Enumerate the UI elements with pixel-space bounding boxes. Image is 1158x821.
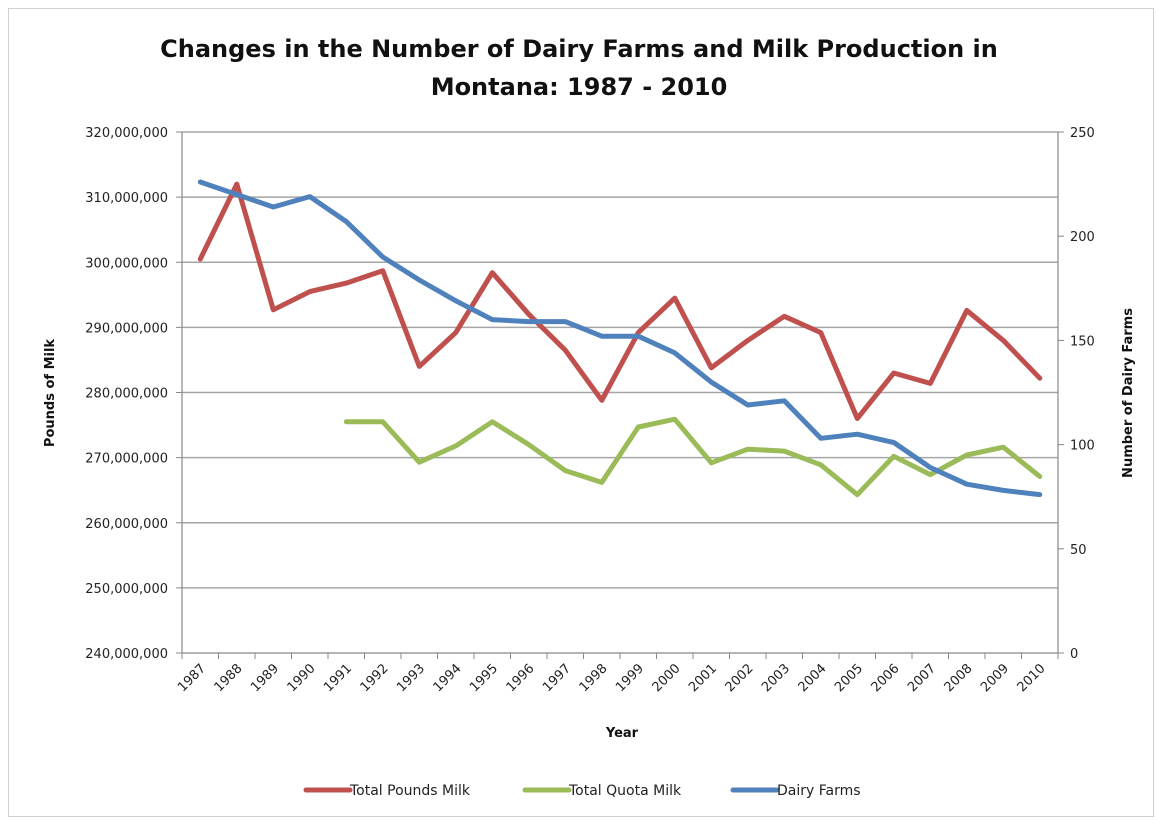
right-tick-label: 100 bbox=[1070, 439, 1095, 454]
x-tick-label: 1990 bbox=[285, 661, 319, 695]
x-tick-label: 1987 bbox=[175, 661, 209, 695]
x-tick-label: 2003 bbox=[759, 661, 793, 695]
x-tick-label: 1998 bbox=[577, 661, 611, 695]
x-tick-label: 2002 bbox=[723, 661, 757, 695]
x-tick-label: 1996 bbox=[504, 661, 538, 695]
right-tick-label: 150 bbox=[1070, 334, 1095, 349]
left-tick-label: 250,000,000 bbox=[85, 582, 168, 597]
y2-axis-title: Number of Dairy Farms bbox=[1121, 308, 1136, 478]
right-tick-label: 50 bbox=[1070, 543, 1087, 558]
x-tick-label: 1993 bbox=[394, 661, 428, 695]
chart-title-line-1: Changes in the Number of Dairy Farms and… bbox=[160, 35, 998, 63]
x-tick-label: 2009 bbox=[978, 661, 1012, 695]
x-tick-label: 1997 bbox=[540, 661, 574, 695]
left-tick-label: 310,000,000 bbox=[85, 191, 168, 206]
x-tick-label: 2004 bbox=[796, 661, 830, 695]
left-tick-label: 260,000,000 bbox=[85, 517, 168, 532]
x-tick-label: 1991 bbox=[321, 661, 355, 695]
x-tick-label: 2001 bbox=[686, 661, 720, 695]
left-axis-ticks: 240,000,000 250,000,000 260,000,000 270,000… bbox=[85, 126, 168, 662]
legend: Total Pounds Milk Total Quota Milk Dairy F… bbox=[303, 783, 861, 799]
left-tick-label: 290,000,000 bbox=[85, 321, 168, 336]
x-tick-label: 1988 bbox=[212, 661, 246, 695]
x-tick-label: 1999 bbox=[613, 661, 647, 695]
x-tick-label: 1994 bbox=[431, 661, 465, 695]
left-tick-label: 280,000,000 bbox=[85, 387, 168, 402]
x-tick-label: 2006 bbox=[869, 661, 903, 695]
chart-title-line-2: Montana: 1987 - 2010 bbox=[430, 73, 728, 101]
right-tick-label: 0 bbox=[1070, 647, 1078, 662]
y-axis-title: Pounds of Milk bbox=[43, 339, 58, 447]
left-tick-label: 240,000,000 bbox=[85, 647, 168, 662]
legend-label-dairy-farms: Dairy Farms bbox=[777, 783, 861, 799]
left-tick-label: 320,000,000 bbox=[85, 126, 168, 141]
x-tick-label: 2008 bbox=[942, 661, 976, 695]
left-tick-label: 270,000,000 bbox=[85, 452, 168, 467]
series-line-dairy-farms bbox=[197, 179, 1043, 498]
axes bbox=[176, 131, 1064, 659]
x-axis-ticks: 1987 1988 1989 1990 1991 1992 1993 1994 1995 1996… bbox=[175, 661, 1049, 695]
x-tick-label: 2007 bbox=[905, 661, 939, 695]
left-tick-label: 300,000,000 bbox=[85, 256, 168, 271]
x-tick-label: 2005 bbox=[832, 661, 866, 695]
x-tick-label: 1989 bbox=[248, 661, 282, 695]
right-tick-label: 200 bbox=[1070, 230, 1095, 245]
x-tick-label: 1992 bbox=[358, 661, 392, 695]
series-lines bbox=[197, 179, 1043, 498]
legend-label-total-quota-milk: Total Quota Milk bbox=[568, 783, 682, 799]
right-axis-ticks: 0 50 100 150 200 250 bbox=[1070, 126, 1095, 662]
x-tick-label: 1995 bbox=[467, 661, 501, 695]
x-axis-title: Year bbox=[605, 726, 639, 741]
series-line-total-quota-milk bbox=[343, 416, 1043, 498]
x-tick-label: 2010 bbox=[1015, 661, 1049, 695]
series-line-total-pounds-milk bbox=[197, 181, 1043, 421]
right-tick-label: 250 bbox=[1070, 126, 1095, 141]
x-tick-label: 2000 bbox=[650, 661, 684, 695]
chart-title: Changes in the Number of Dairy Farms and… bbox=[0, 30, 1158, 106]
chart-frame bbox=[8, 8, 1154, 817]
legend-label-total-pounds-milk: Total Pounds Milk bbox=[349, 783, 471, 799]
